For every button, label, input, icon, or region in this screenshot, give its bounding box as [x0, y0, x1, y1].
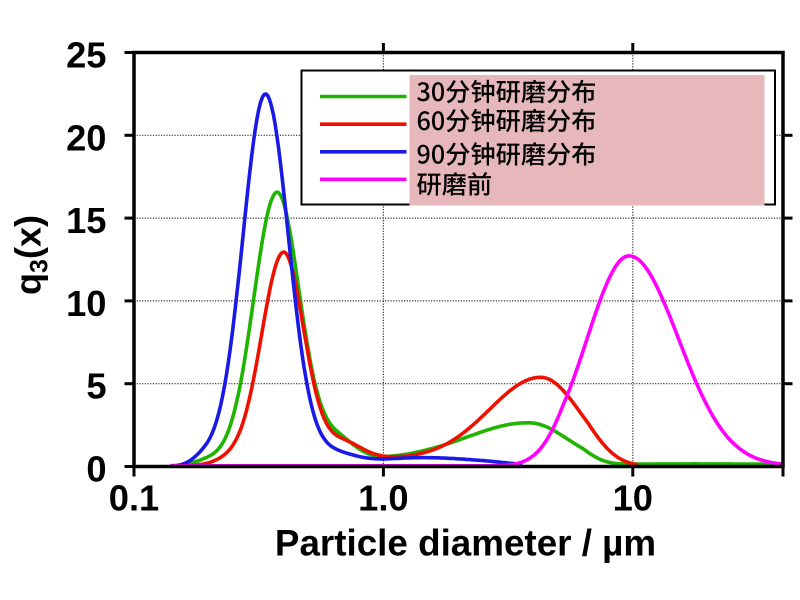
- svg-text:q3(x): q3(x): [8, 215, 54, 295]
- svg-text:15: 15: [66, 200, 106, 241]
- svg-text:20: 20: [66, 117, 106, 158]
- svg-text:1.0: 1.0: [358, 478, 408, 519]
- svg-text:5: 5: [86, 366, 106, 407]
- svg-text:10: 10: [613, 478, 653, 519]
- svg-text:Particle diameter / µm: Particle diameter / µm: [275, 523, 656, 564]
- svg-text:0.1: 0.1: [109, 478, 159, 519]
- svg-text:10: 10: [66, 283, 106, 324]
- svg-text:25: 25: [66, 35, 106, 76]
- svg-text:0: 0: [86, 449, 106, 490]
